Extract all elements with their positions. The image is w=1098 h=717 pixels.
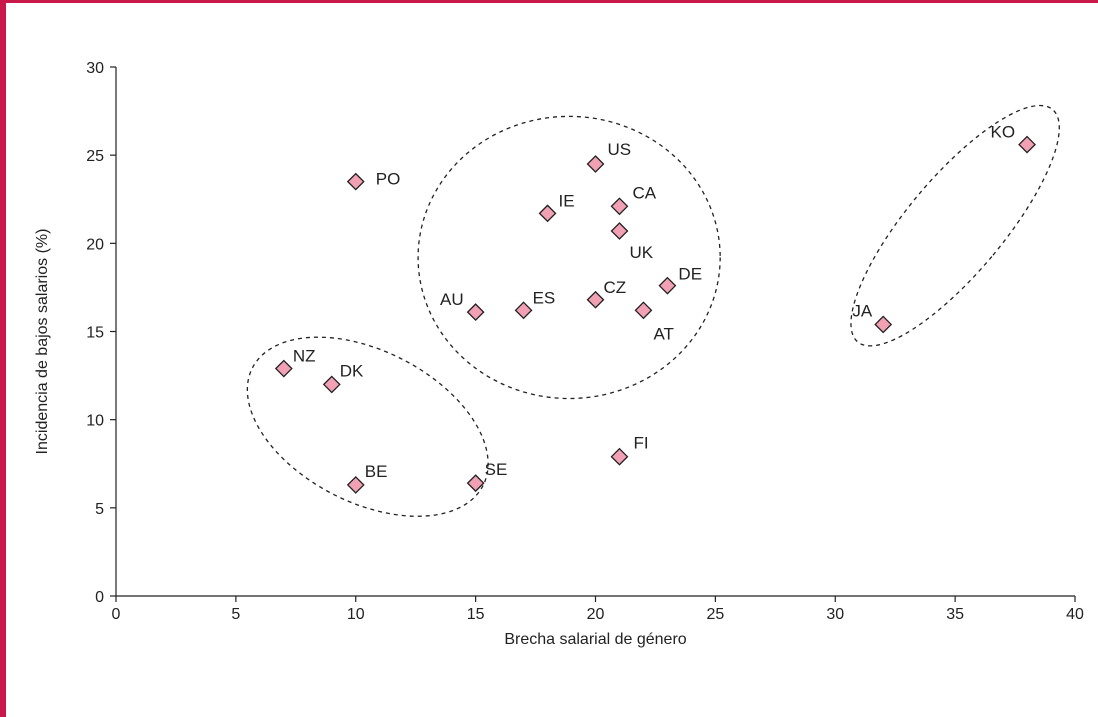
point-marker [274, 359, 293, 378]
point-label: CZ [604, 278, 627, 297]
point-label: BE [365, 462, 388, 481]
point-label: KO [990, 123, 1015, 142]
point-label: DK [340, 361, 364, 380]
point-marker [586, 290, 605, 309]
y-tick-label: 20 [86, 236, 104, 253]
cluster-ellipse [246, 336, 489, 517]
point-marker [610, 447, 629, 466]
point-ie: IE [538, 191, 575, 223]
point-uk: UK [610, 222, 654, 262]
point-marker [514, 301, 533, 320]
point-label: IE [559, 191, 575, 210]
cluster-ellipse [850, 104, 1060, 347]
point-marker [466, 474, 485, 493]
point-marker [538, 204, 557, 223]
point-label: US [608, 140, 632, 159]
point-ko: KO [990, 123, 1036, 154]
point-marker [610, 197, 629, 216]
point-marker [610, 222, 629, 240]
x-tick-label: 0 [112, 606, 121, 623]
point-marker [346, 172, 365, 191]
point-label: JA [852, 301, 873, 320]
point-ja: JA [852, 301, 893, 334]
point-marker [322, 375, 341, 394]
point-de: DE [658, 265, 702, 295]
x-tick-label: 40 [1066, 606, 1084, 623]
x-tick-label: 30 [826, 606, 844, 623]
point-label: UK [629, 243, 653, 262]
point-label: AU [440, 290, 464, 309]
point-label: NZ [293, 347, 316, 366]
y-tick-label: 5 [95, 501, 104, 518]
y-axis-ticks: 0 5 10 15 20 25 30 [86, 60, 116, 606]
x-axis-title: Brecha salarial de género [504, 631, 686, 648]
y-tick-label: 10 [86, 413, 104, 430]
x-tick-label: 15 [467, 606, 485, 623]
point-label: AT [653, 324, 673, 343]
x-tick-label: 25 [706, 606, 724, 623]
point-marker [346, 475, 365, 494]
point-po: PO [346, 170, 401, 191]
x-tick-label: 35 [946, 606, 964, 623]
point-marker [658, 276, 677, 295]
axes [115, 67, 1075, 597]
point-cz: CZ [586, 278, 627, 309]
point-label: SE [485, 460, 508, 479]
point-us: US [586, 140, 632, 173]
point-marker [874, 315, 893, 334]
point-label: CA [632, 183, 656, 202]
point-es: ES [514, 288, 556, 320]
y-tick-label: 0 [95, 589, 104, 606]
point-label: DE [678, 265, 702, 284]
cluster-ellipse [417, 115, 721, 400]
point-label: PO [376, 170, 401, 189]
point-at: AT [634, 301, 674, 343]
y-tick-label: 30 [86, 60, 104, 77]
y-axis-title: Incidencia de bajos salarios (%) [34, 229, 51, 455]
y-tick-label: 15 [86, 325, 104, 342]
point-ca: CA [610, 183, 657, 216]
point-be: BE [346, 462, 388, 494]
point-fi: FI [610, 434, 649, 466]
point-label: FI [633, 434, 648, 453]
point-marker [634, 301, 653, 320]
point-marker [586, 155, 605, 173]
point-marker [1018, 135, 1036, 154]
data-points: PO US IE CA UK DE CZ AT AU ES NZ DK BE SE FI KO JA [274, 123, 1036, 494]
point-au: AU [440, 290, 485, 322]
point-dk: DK [322, 361, 364, 394]
point-marker [466, 303, 485, 322]
cluster-ellipses [246, 104, 1060, 517]
x-tick-label: 20 [587, 606, 605, 623]
y-tick-label: 25 [86, 148, 104, 165]
x-axis-ticks: 0 5 10 15 20 25 30 35 40 [112, 596, 1084, 623]
x-tick-label: 10 [347, 606, 365, 623]
point-label: ES [533, 288, 556, 307]
point-nz: NZ [274, 347, 316, 378]
x-tick-label: 5 [231, 606, 240, 623]
point-se: SE [466, 460, 508, 493]
